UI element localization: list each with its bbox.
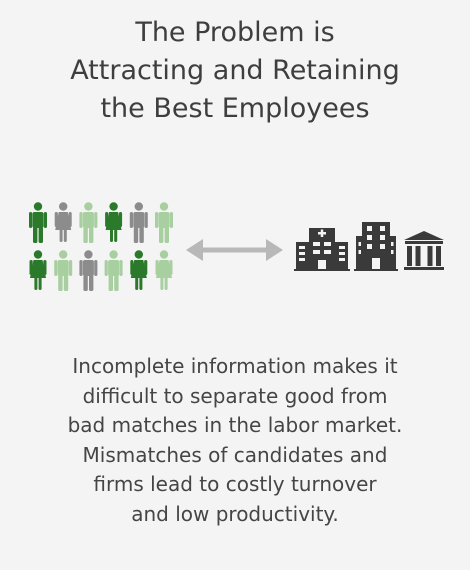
title-line: the Best Employees bbox=[100, 93, 370, 124]
person-icon bbox=[29, 202, 47, 243]
hospital-icon bbox=[294, 228, 350, 271]
people-group bbox=[29, 202, 173, 291]
double-arrow-icon bbox=[186, 239, 283, 261]
person-icon bbox=[105, 202, 123, 242]
description-line: difficult to separate good from bbox=[82, 383, 388, 408]
description-line: and low productivity. bbox=[131, 501, 339, 526]
person-icon bbox=[54, 250, 73, 291]
person-icon bbox=[155, 250, 173, 290]
description-line: bad matches in the labor market. bbox=[67, 413, 403, 437]
description-text: Incomplete information makes it difficul… bbox=[0, 352, 470, 529]
title-line: Attracting and Retaining bbox=[70, 55, 400, 86]
person-icon bbox=[79, 202, 98, 243]
person-icon bbox=[104, 250, 123, 291]
page-title: The Problem is Attracting and Retaining … bbox=[0, 14, 470, 128]
description-line: Incomplete information makes it bbox=[72, 354, 398, 378]
title-line: The Problem is bbox=[135, 17, 335, 48]
person-icon bbox=[129, 202, 148, 243]
bank-icon bbox=[404, 231, 444, 270]
matching-illustration bbox=[29, 202, 444, 291]
person-icon bbox=[29, 250, 47, 290]
description-line: firms lead to costly turnover bbox=[93, 472, 377, 496]
description-line: Mismatches of candidates and bbox=[82, 442, 388, 467]
person-icon bbox=[79, 250, 98, 291]
person-icon bbox=[130, 250, 148, 290]
office-building-icon bbox=[354, 222, 398, 271]
person-icon bbox=[54, 202, 72, 242]
person-icon bbox=[155, 202, 173, 243]
